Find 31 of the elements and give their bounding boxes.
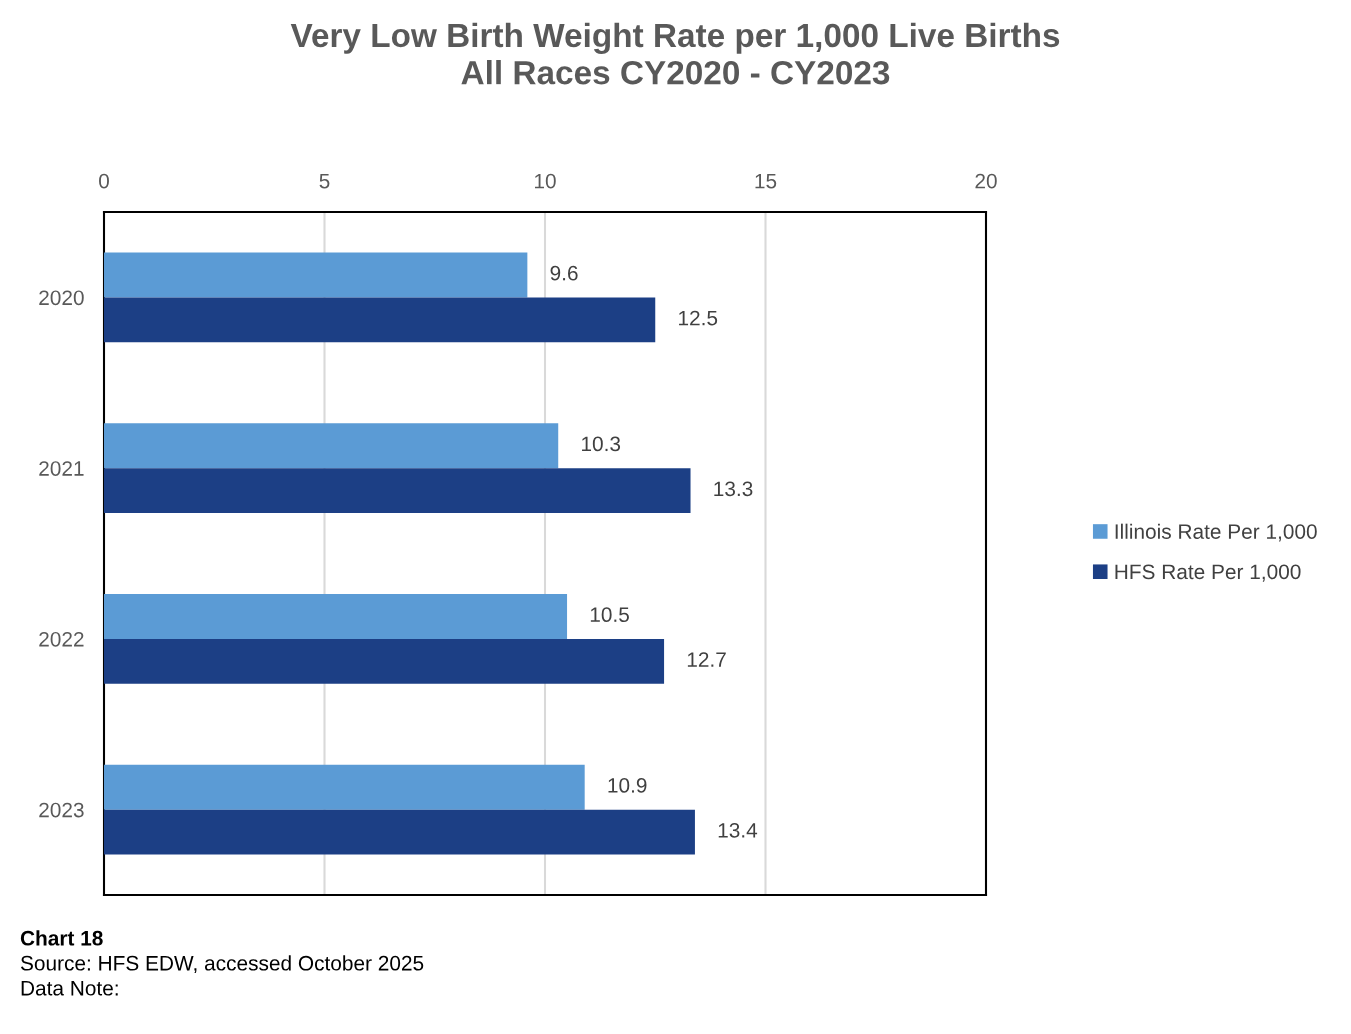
x-tick-label: 20	[975, 173, 997, 189]
data-label: 10.5	[590, 607, 629, 623]
text: Data Note:	[21, 981, 118, 996]
x-tick-label: 0	[99, 173, 109, 189]
data-label: 13.3	[714, 481, 753, 497]
chart-title: Very Low Birth Weight Rate per 1,000 Live Births All Races CY2020 - CY2023	[290, 22, 1060, 85]
legend-label: HFS Rate Per 1,000	[1115, 564, 1301, 582]
legend-label: Illinois Rate Per 1,000	[1115, 523, 1317, 542]
bar	[104, 423, 559, 469]
source-note: Source: HFS EDW, accessed October 2025	[20, 955, 424, 974]
x-tick-label: 15	[755, 173, 777, 189]
caption: Chart 18	[20, 930, 103, 946]
y-tick-label: 2022	[39, 631, 84, 647]
bar	[104, 297, 656, 343]
y-tick-label: 2020	[39, 290, 84, 306]
bar	[104, 252, 528, 298]
x-tick-label: 10	[535, 173, 556, 189]
data-label: 13.4	[718, 822, 758, 838]
bar	[104, 809, 695, 855]
data-label: 12.7	[687, 652, 726, 667]
bar	[104, 764, 585, 810]
bar	[104, 593, 568, 639]
bar	[104, 638, 665, 684]
data-label: 9.6	[550, 265, 578, 281]
data-label: 12.5	[679, 310, 718, 326]
x-tick-label: 5	[319, 173, 330, 189]
bar	[104, 468, 691, 514]
data-label: 10.9	[608, 778, 647, 793]
y-tick-label: 2023	[39, 802, 84, 818]
y-tick-label: 2021	[39, 461, 84, 476]
data-label: 10.3	[582, 436, 621, 452]
